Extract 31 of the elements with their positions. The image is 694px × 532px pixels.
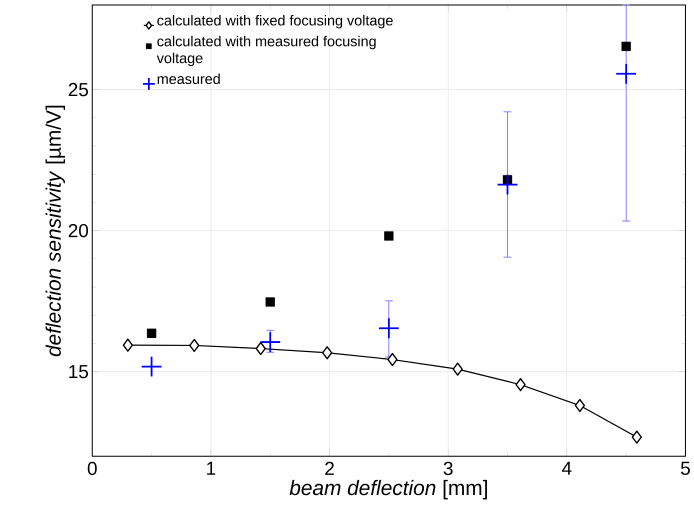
point [621, 42, 631, 52]
point [122, 338, 134, 352]
point [384, 231, 394, 241]
x-tick-label: 0 [88, 462, 97, 476]
point [322, 346, 332, 360]
point [378, 318, 400, 340]
legend-label: calculated with fixed focusing voltage [157, 15, 393, 29]
point [615, 63, 637, 85]
x-tick-label: 2 [325, 462, 334, 476]
x-tick-label: 4 [562, 462, 572, 475]
x-axis-title: beam deflection [mm] [290, 480, 487, 500]
point [146, 328, 156, 338]
point [256, 342, 266, 356]
point [632, 430, 642, 444]
point [259, 331, 282, 354]
y-tick-label: 20 [68, 224, 88, 238]
point [266, 297, 275, 307]
point [574, 399, 586, 412]
point [189, 338, 200, 352]
y-tick-label: 15 [69, 365, 88, 378]
point [140, 356, 162, 378]
x-tick-label: 1 [207, 462, 216, 475]
y-axis-title: deflection sensitivity [µm/V] [46, 106, 65, 356]
legend-label: measured [158, 74, 220, 84]
point [515, 378, 526, 392]
point [496, 174, 518, 196]
point [452, 362, 463, 376]
y-tick-label: 25 [68, 83, 88, 96]
x-tick-label: 5 [680, 462, 690, 476]
point [387, 353, 398, 366]
x-tick-label: 3 [444, 462, 453, 476]
